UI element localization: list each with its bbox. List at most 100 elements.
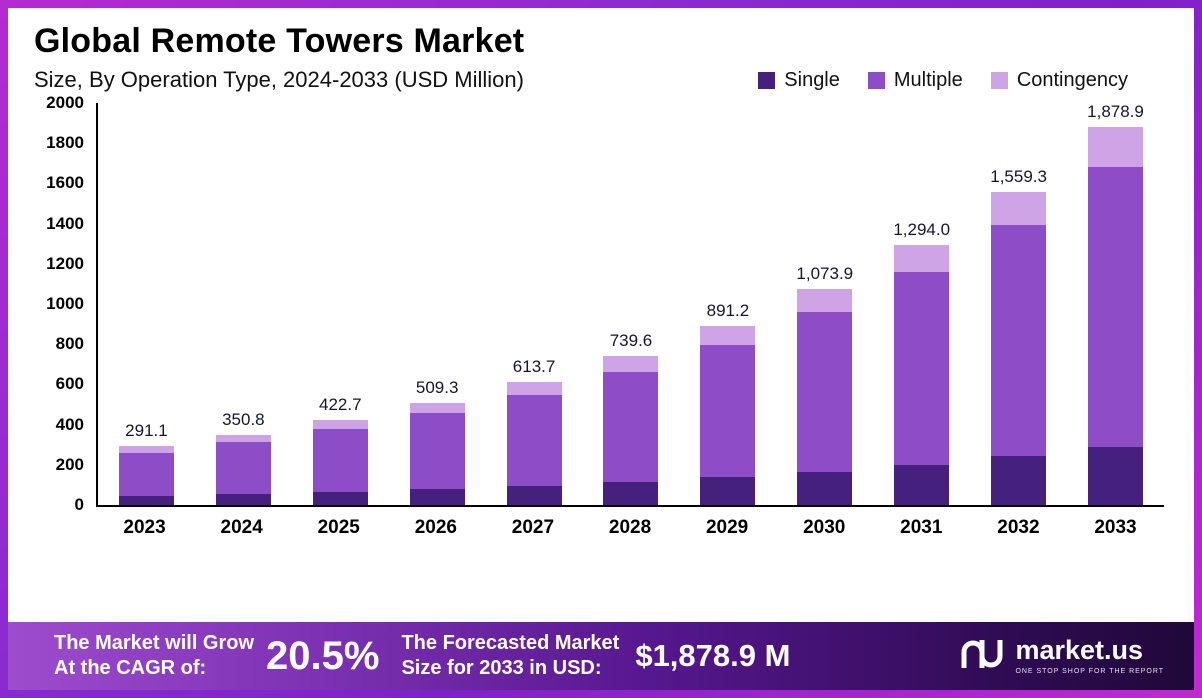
cagr-label: The Market will Grow At the CAGR of: [54,631,254,681]
bar-total-label: 509.3 [415,377,459,397]
forecast-label-line1: The Forecasted Market [401,632,620,654]
market-us-logo: market.us ONE STOP SHOP FOR THE REPORT [959,637,1164,675]
forecast-value: $1,878.9 M [635,638,791,673]
bar-segment-contingency [700,325,756,345]
legend-item-single: Single [758,69,840,92]
bar-segment-multiple [1088,167,1144,447]
bar-stack [506,381,562,505]
cagr-label-line1: The Market will Grow [54,632,255,654]
bar-segment-contingency [312,420,368,429]
bar-stack [1088,127,1144,505]
legend-label: Single [784,68,840,91]
x-axis-label-2024: 2024 [220,517,263,538]
subtitle-row: Size, By Operation Type, 2024-2033 (USD … [34,67,1168,93]
y-tick-label: 600 [55,374,84,394]
x-axis-label-2028: 2028 [608,517,652,538]
bar-segment-single [700,477,756,505]
bar-total-label: 1,878.9 [1087,102,1144,122]
bar-segment-contingency [797,289,853,312]
bar-group-2031: 1,294.0 [873,103,970,505]
bar-group-2026: 509.3 [389,103,486,505]
bar-segment-single [312,491,368,505]
y-tick-label: 1400 [46,213,84,233]
legend-swatch-multiple [867,71,885,89]
bar-stack [312,420,368,505]
bar-stack [118,446,174,505]
chart-legend: Single Multiple Contingency [758,69,1128,92]
x-axis-label-2030: 2030 [803,517,846,538]
y-tick-label: 0 [74,495,84,514]
legend-label: Multiple [893,68,963,91]
chart-subtitle: Size, By Operation Type, 2024-2033 (USD … [34,67,524,92]
cagr-value: 20.5% [266,633,380,678]
bar-stack [991,191,1047,505]
bar-total-label: 1,294.0 [893,219,951,239]
bar-total-label: 350.8 [222,409,265,429]
legend-swatch-single [758,71,776,89]
x-axis-label-2033: 2033 [1094,517,1137,538]
y-tick-label: 2000 [46,93,84,112]
bar-segment-multiple [118,452,174,496]
bar-segment-multiple [700,344,756,478]
bar-segment-multiple [603,372,659,482]
forecast-label: The Forecasted Market Size for 2033 in U… [401,631,619,681]
brand-tagline: ONE STOP SHOP FOR THE REPORT [1015,668,1164,675]
bar-segment-single [991,456,1047,505]
bar-group-2033: 1,878.9 [1067,102,1164,505]
x-axis-label-2032: 2032 [997,517,1040,538]
bar-segment-contingency [603,356,659,372]
bar-segment-single [1088,446,1144,505]
bar-segment-multiple [506,394,562,486]
y-tick-label: 1600 [46,173,84,193]
y-tick-label: 1800 [46,133,84,153]
chart-header: Global Remote Towers Market Size, By Ope… [8,8,1194,93]
bar-total-label: 1,559.3 [990,166,1047,186]
bar-segment-single [215,494,271,505]
market-us-logo-icon [959,638,1005,675]
bar-group-2032: 1,559.3 [970,103,1067,505]
x-axis-label-2023: 2023 [123,517,166,538]
bar-segment-multiple [312,428,368,492]
bar-segment-single [506,485,562,505]
bar-segment-contingency [215,434,271,442]
bar-segment-contingency [506,381,562,395]
bar-group-2029: 891.2 [679,103,776,505]
x-axis-label-2031: 2031 [900,517,943,538]
bar-segment-single [797,471,853,505]
bar-group-2023: 291.1 [98,103,195,505]
bar-stack [215,434,271,505]
legend-label: Contingency [1016,68,1128,91]
plot-area: 291.1 350.8 422.7 509.3 613.7 739.6 891.2 1,073… [96,102,1164,507]
bar-segment-multiple [409,413,465,490]
chart-title: Global Remote Towers Market [34,22,525,60]
bar-total-label: 422.7 [318,395,362,415]
legend-item-contingency: Contingency [990,68,1128,92]
bar-stack [700,325,756,505]
bar-stack [603,356,659,505]
y-tick-label: 1000 [46,294,84,313]
bar-segment-contingency [894,244,950,273]
bar-group-2024: 350.8 [195,103,292,505]
bar-segment-multiple [894,272,950,465]
bar-stack [409,402,465,505]
brand-text-block: market.us ONE STOP SHOP FOR THE REPORT [1015,637,1164,676]
y-tick-label: 200 [55,454,84,474]
bar-segment-single [894,464,950,505]
bar-segment-multiple [215,441,271,495]
bar-group-2030: 1,073.9 [776,103,873,505]
y-tick-label: 400 [55,414,84,434]
bar-group-2027: 613.7 [486,103,583,505]
y-tick-label: 800 [55,334,84,354]
y-axis: 0 200 400 600 800 1000 1200 1400 1600 1800 2000 [34,93,96,514]
bar-stack [894,244,950,505]
x-axis: 2023 2024 2025 2026 2027 2028 2029 2030 2031 2032… [8,507,1194,539]
chart-card: Global Remote Towers Market Size, By Ope… [8,8,1194,690]
bar-total-label: 739.6 [609,331,653,351]
bar-segment-contingency [1088,127,1144,167]
legend-item-multiple: Multiple [867,68,963,92]
bar-segment-contingency [118,446,174,453]
bar-total-label: 891.2 [706,300,750,320]
forecast-label-line2: Size for 2033 in USD: [401,657,602,679]
bar-segment-multiple [991,224,1047,457]
